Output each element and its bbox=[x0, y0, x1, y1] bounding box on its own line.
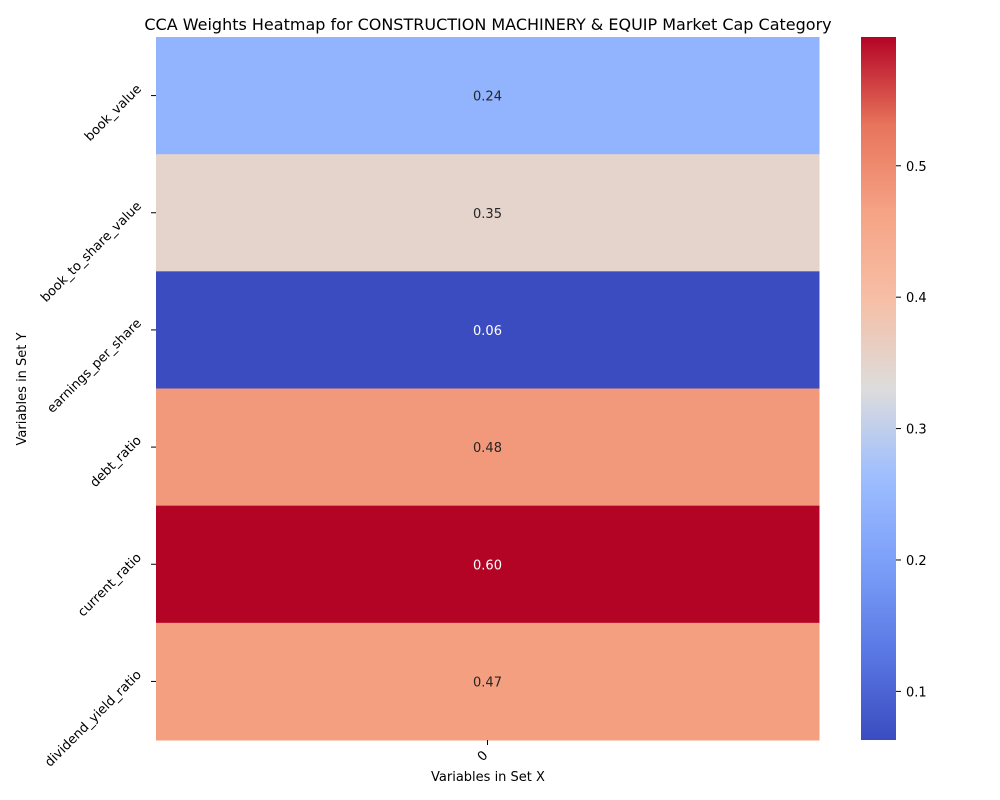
cell-value-label: 0.06 bbox=[473, 324, 502, 339]
colorbar-tick-label: 0.1 bbox=[906, 685, 927, 700]
y-tick-label: book_value bbox=[82, 82, 145, 145]
cell-value-label: 0.24 bbox=[473, 90, 502, 105]
heatmap-cell bbox=[156, 505, 820, 624]
y-tick-label: book_to_share_value bbox=[38, 199, 145, 306]
colorbar-tick-label: 0.2 bbox=[906, 554, 927, 569]
y-tick-label: debt_ratio bbox=[87, 433, 144, 490]
heatmap-cell-labels: 0.24 0.35 0.06 0.48 0.60 0.47 bbox=[473, 90, 502, 691]
colorbar: 0.1 0.2 0.3 0.4 0.5 bbox=[861, 37, 927, 740]
heatmap-cells bbox=[156, 37, 820, 741]
cell-value-label: 0.35 bbox=[473, 207, 502, 222]
cell-value-label: 0.48 bbox=[473, 441, 502, 456]
y-tick-label: current_ratio bbox=[75, 550, 145, 620]
heatmap-cell bbox=[156, 388, 820, 507]
y-tick-label: dividend_yield_ratio bbox=[42, 668, 145, 771]
x-axis-label: Variables in Set X bbox=[431, 770, 545, 785]
heatmap-cell bbox=[156, 622, 820, 741]
y-tick-label: earnings_per_share bbox=[45, 316, 145, 416]
cell-value-label: 0.47 bbox=[473, 675, 502, 690]
x-tick-label: 0 bbox=[475, 748, 491, 764]
colorbar-tick-label: 0.3 bbox=[906, 423, 927, 438]
colorbar-tick-label: 0.4 bbox=[906, 291, 927, 306]
x-axis-ticks: 0 bbox=[475, 740, 491, 765]
heatmap-cell bbox=[156, 154, 820, 272]
heatmap-cell bbox=[156, 37, 820, 155]
chart-title: CCA Weights Heatmap for CONSTRUCTION MAC… bbox=[144, 15, 831, 34]
colorbar-tick-label: 0.5 bbox=[906, 160, 927, 175]
y-axis-ticks: book_value book_to_share_valueearnings_pe… bbox=[38, 82, 156, 770]
cell-value-label: 0.60 bbox=[473, 558, 502, 573]
colorbar-ticks: 0.1 0.2 0.3 0.4 0.5 bbox=[896, 160, 927, 700]
colorbar-gradient bbox=[861, 37, 896, 740]
heatmap-cell bbox=[156, 271, 820, 389]
y-axis-label: Variables in Set Y bbox=[15, 332, 30, 445]
